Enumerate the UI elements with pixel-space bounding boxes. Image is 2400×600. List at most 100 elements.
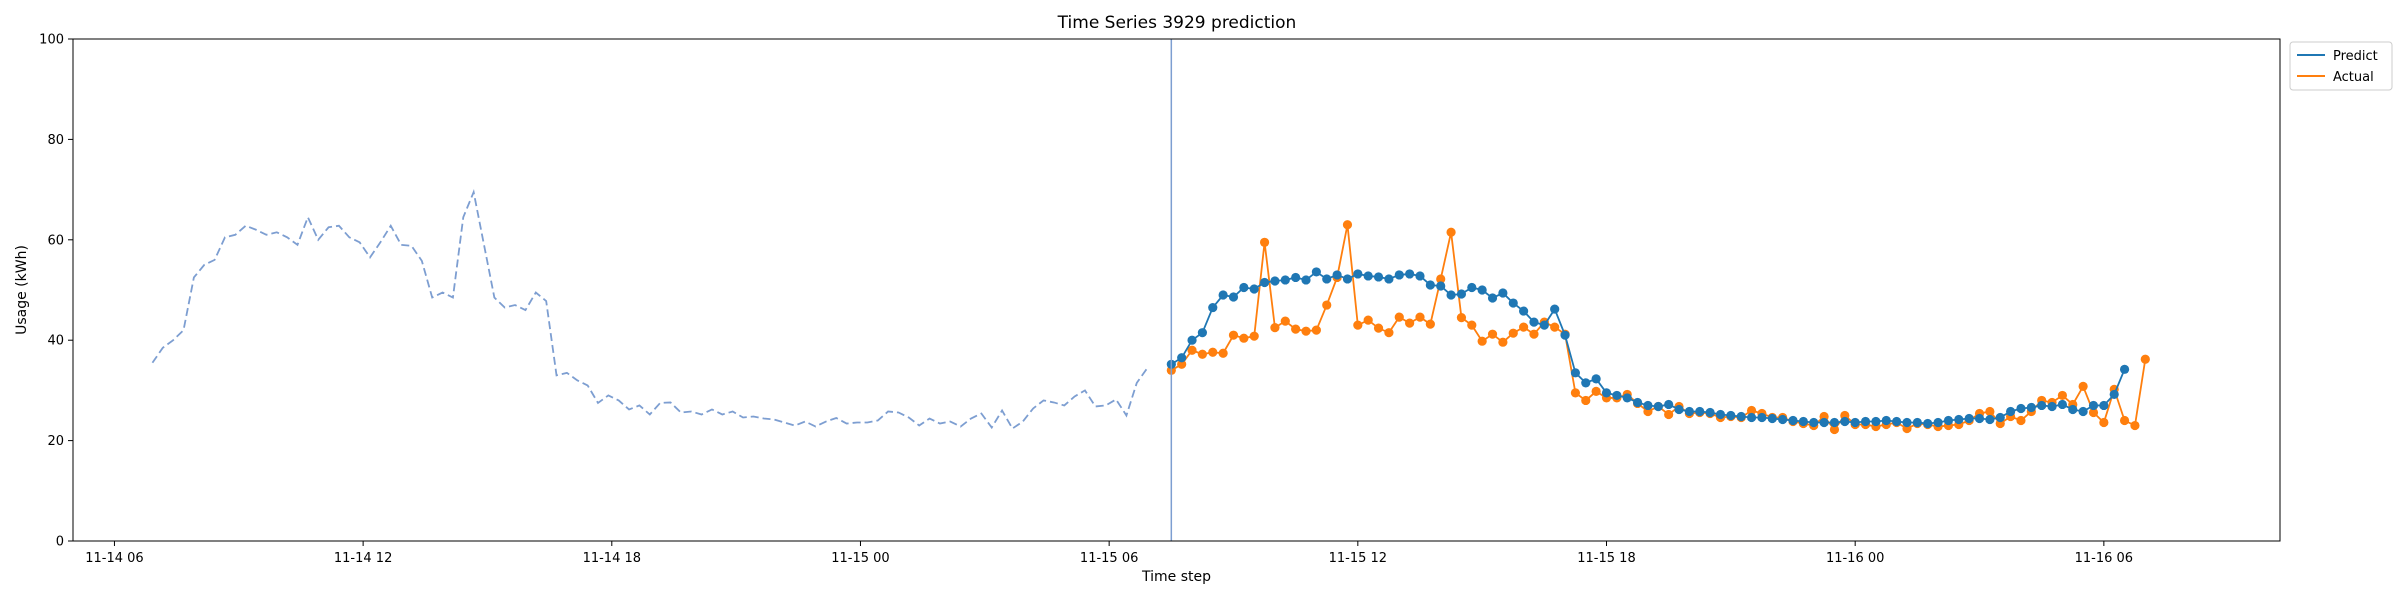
predict-point <box>1726 410 1736 421</box>
predict-point <box>2057 399 2068 410</box>
predict-point <box>1498 288 1508 298</box>
actual-point <box>1415 312 1425 322</box>
actual-point <box>1228 330 1239 340</box>
actual-point <box>1342 220 1353 230</box>
actual-point <box>1373 323 1384 333</box>
predict-point <box>1746 412 1757 423</box>
predict-point <box>1363 271 1373 281</box>
predict-point <box>1860 416 1871 427</box>
actual-point <box>1394 312 1404 322</box>
predict-point <box>1581 378 1591 388</box>
predict-point <box>1601 388 1612 398</box>
x-axis-ticks: 11-14 06 11-14 12 11-14 18 11-15 00 11-15 06… <box>85 541 2133 566</box>
actual-point <box>1550 322 1560 332</box>
actual-point <box>1208 347 1218 357</box>
predict-point <box>1394 270 1404 280</box>
y-tick-label: 60 <box>47 233 64 248</box>
actual-point <box>1177 359 1187 369</box>
predict-point <box>1643 400 1653 411</box>
actual-point <box>1519 322 1529 332</box>
actual-point <box>1322 300 1332 310</box>
predict-point <box>1591 374 1601 384</box>
predict-point <box>1653 401 1663 412</box>
actual-point <box>1570 388 1581 398</box>
predict-point <box>1798 416 1808 427</box>
actual-point <box>1291 324 1301 334</box>
legend-label: Predict <box>2333 49 2378 64</box>
predict-point <box>1249 284 1259 294</box>
predict-point <box>1943 415 1954 426</box>
predict-point <box>1974 413 1985 424</box>
actual-point <box>2057 390 2068 401</box>
predict-point <box>1840 416 1850 427</box>
predict-point <box>1384 274 1394 284</box>
actual-point <box>1270 323 1280 333</box>
actual-point <box>2016 415 2026 426</box>
x-tick-label: 11-15 00 <box>831 551 889 566</box>
predict-point <box>1674 404 1684 415</box>
predict-point <box>1456 289 1467 299</box>
predict-point <box>2099 400 2109 411</box>
actual-point <box>1487 329 1498 339</box>
actual-point <box>1384 328 1394 338</box>
predict-point <box>1684 406 1694 417</box>
predict-point <box>1508 298 1518 308</box>
predict-point <box>1912 417 1922 428</box>
predict-point <box>1933 417 1943 428</box>
y-tick-label: 80 <box>47 133 64 148</box>
predict-point <box>1177 353 1187 363</box>
predict-point <box>1446 290 1456 300</box>
actual-point <box>1301 326 1311 336</box>
predict-point <box>1550 304 1560 314</box>
actual-point <box>1498 337 1508 347</box>
predict-point <box>2068 404 2078 415</box>
predict-point <box>1487 293 1498 303</box>
predict-point <box>1757 412 1767 423</box>
predict-point <box>1715 409 1726 420</box>
actual-point <box>1187 345 1197 355</box>
actual-point <box>1446 227 1456 237</box>
predict-point <box>1954 414 1964 425</box>
predict-point <box>1467 282 1477 293</box>
predict-point <box>1985 414 1995 425</box>
x-tick-label: 11-14 12 <box>334 551 392 566</box>
predict-point <box>1871 416 1881 427</box>
actual-point <box>1259 237 1270 247</box>
predict-point <box>1332 270 1342 280</box>
predict-point <box>2109 389 2119 400</box>
predict-series <box>1166 267 2130 429</box>
predict-point <box>1259 277 1270 288</box>
actual-point <box>1508 328 1518 338</box>
predict-point <box>1829 417 1840 428</box>
predict-point <box>1923 418 1933 429</box>
series-layer <box>1166 220 2150 435</box>
y-tick-label: 40 <box>47 334 64 349</box>
actual-point <box>1746 405 1757 416</box>
predict-point <box>1187 335 1197 345</box>
x-tick-label: 11-15 18 <box>1577 551 1635 566</box>
predict-point <box>1342 274 1353 284</box>
predict-point <box>1560 330 1570 340</box>
predict-point <box>2119 364 2130 374</box>
actual-point <box>2078 381 2088 391</box>
predict-point <box>2006 406 2016 417</box>
predict-point <box>1664 399 1674 410</box>
plot-frame <box>72 38 2281 542</box>
predict-point <box>1291 272 1301 283</box>
x-tick-label: 11-15 12 <box>1329 551 1387 566</box>
predict-point <box>1622 393 1632 403</box>
predict-point <box>1208 302 1218 313</box>
actual-point <box>1467 320 1477 330</box>
history-layer <box>151 189 1148 430</box>
predict-point <box>1270 276 1280 286</box>
predict-point <box>1705 407 1715 418</box>
y-axis-ticks: 0 20 40 60 80 100 <box>39 33 73 550</box>
actual-point <box>2130 420 2140 431</box>
actual-point <box>1581 395 1591 406</box>
predict-point <box>1436 281 1446 291</box>
predict-point <box>1632 397 1643 408</box>
predict-point <box>1788 415 1798 426</box>
history-line <box>151 189 1148 430</box>
